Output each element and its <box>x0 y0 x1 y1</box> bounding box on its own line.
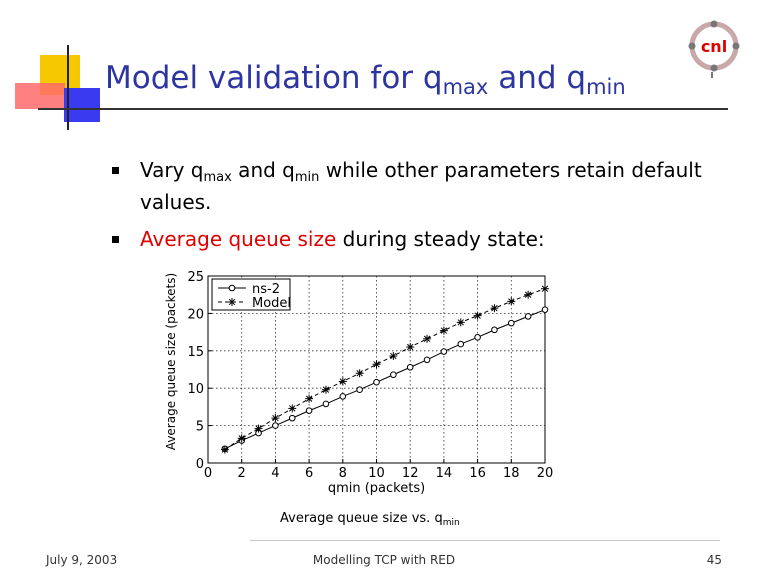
data-point-1 <box>507 297 516 306</box>
x-tick-label: 20 <box>537 466 554 481</box>
legend-label-0: ns-2 <box>252 282 280 297</box>
slide-title: Model validation for qmax and qmin <box>105 60 626 99</box>
x-tick-label: 14 <box>436 466 453 481</box>
bullet-list: Vary qmax and qmin while other parameter… <box>110 158 710 264</box>
x-tick-label: 8 <box>339 466 347 481</box>
data-point-1 <box>439 326 448 335</box>
x-tick-label: 10 <box>368 466 385 481</box>
data-point-1 <box>406 343 415 352</box>
x-tick-label: 18 <box>503 466 520 481</box>
chart-caption: Average queue size vs. qmin <box>280 511 460 528</box>
footer-date: July 9, 2003 <box>46 553 118 567</box>
deco-vertical-line <box>67 45 69 130</box>
bullet-item-vary: Vary qmax and qmin while other parameter… <box>110 158 710 215</box>
title-underline <box>38 108 728 110</box>
data-point-0 <box>390 371 397 379</box>
legend-marker-0 <box>228 284 236 292</box>
x-tick-label: 16 <box>469 466 486 481</box>
data-point-1 <box>321 385 330 394</box>
data-point-1 <box>490 304 499 313</box>
deco-red-bar <box>15 83 65 109</box>
data-point-1 <box>372 360 381 369</box>
legend-marker-1 <box>228 298 236 306</box>
data-point-1 <box>524 290 533 299</box>
data-point-0 <box>491 326 498 334</box>
data-point-1 <box>338 377 347 386</box>
x-tick-label: 2 <box>238 466 246 481</box>
data-point-1 <box>456 318 465 327</box>
x-tick-label: 4 <box>271 466 279 481</box>
legend-box <box>211 278 291 311</box>
data-point-1 <box>389 352 398 361</box>
data-point-1 <box>254 424 263 433</box>
data-point-0 <box>524 313 532 320</box>
data-point-1 <box>423 334 432 343</box>
data-point-1 <box>288 404 297 413</box>
data-point-0 <box>322 400 330 408</box>
bullet-item-average: Average queue size during steady state: <box>110 227 710 252</box>
data-point-0 <box>440 348 448 355</box>
y-tick-label: 5 <box>196 420 204 435</box>
y-axis-label: Average queue size (packets) <box>164 273 178 450</box>
deco-blue-square <box>64 88 100 122</box>
data-point-0 <box>406 363 414 371</box>
x-axis-label: qmin (packets) <box>328 481 425 496</box>
data-point-0 <box>423 356 431 364</box>
bullet-square-icon <box>112 236 119 243</box>
data-point-1 <box>271 414 280 423</box>
y-tick-label: 0 <box>196 457 204 472</box>
data-point-1 <box>473 311 482 320</box>
data-point-0 <box>272 422 279 429</box>
data-point-0 <box>474 334 481 341</box>
cnl-logo: cnl <box>688 20 740 78</box>
x-tick-label: 12 <box>402 466 419 481</box>
data-point-1 <box>305 394 314 403</box>
series-line-1 <box>224 288 546 450</box>
data-point-0 <box>508 319 515 327</box>
queue-size-chart: 0 2 4 6 8 10 12 14 16 18 20 0 5 10 15 20 25 qmin (packets… <box>164 270 554 496</box>
svg-text:cnl: cnl <box>701 37 727 56</box>
footer-title: Modelling TCP with RED <box>312 553 456 567</box>
data-point-1 <box>220 445 229 454</box>
data-point-1 <box>237 434 246 443</box>
y-tick-label: 25 <box>187 270 204 285</box>
y-tick-label: 10 <box>187 382 204 397</box>
footer-page-number: 45 <box>706 553 722 567</box>
x-tick-label: 0 <box>204 466 212 481</box>
data-point-1 <box>355 369 364 378</box>
footer-divider <box>250 540 720 541</box>
y-tick-label: 15 <box>187 345 204 360</box>
data-point-0 <box>356 386 363 393</box>
y-tick-label: 20 <box>187 307 204 322</box>
bullet-square-icon <box>112 167 119 174</box>
data-point-0 <box>339 393 347 400</box>
legend-label-1: Model <box>252 296 291 311</box>
data-point-0 <box>457 340 465 348</box>
x-tick-label: 6 <box>305 466 313 481</box>
data-point-0 <box>288 414 296 422</box>
data-point-0 <box>541 306 549 313</box>
data-point-1 <box>541 284 549 293</box>
data-point-0 <box>373 378 380 386</box>
data-point-0 <box>305 407 313 414</box>
